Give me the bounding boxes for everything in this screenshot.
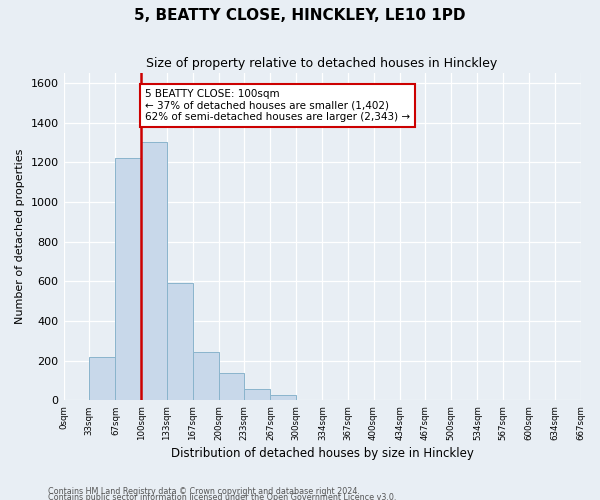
Bar [271, 396, 296, 400]
Bar [115, 158, 141, 400]
Text: 5, BEATTY CLOSE, HINCKLEY, LE10 1PD: 5, BEATTY CLOSE, HINCKLEY, LE10 1PD [134, 8, 466, 22]
X-axis label: Distribution of detached houses by size in Hinckley: Distribution of detached houses by size … [170, 447, 473, 460]
Bar [89, 356, 115, 401]
Bar [218, 372, 244, 400]
Text: Contains HM Land Registry data © Crown copyright and database right 2024.: Contains HM Land Registry data © Crown c… [48, 486, 360, 496]
Y-axis label: Number of detached properties: Number of detached properties [15, 149, 25, 324]
Title: Size of property relative to detached houses in Hinckley: Size of property relative to detached ho… [146, 58, 497, 70]
Bar [244, 390, 271, 400]
Text: Contains public sector information licensed under the Open Government Licence v3: Contains public sector information licen… [48, 492, 397, 500]
Text: 5 BEATTY CLOSE: 100sqm
← 37% of detached houses are smaller (1,402)
62% of semi-: 5 BEATTY CLOSE: 100sqm ← 37% of detached… [145, 89, 410, 122]
Bar [193, 352, 218, 401]
Bar [167, 284, 193, 401]
Bar [141, 142, 167, 400]
